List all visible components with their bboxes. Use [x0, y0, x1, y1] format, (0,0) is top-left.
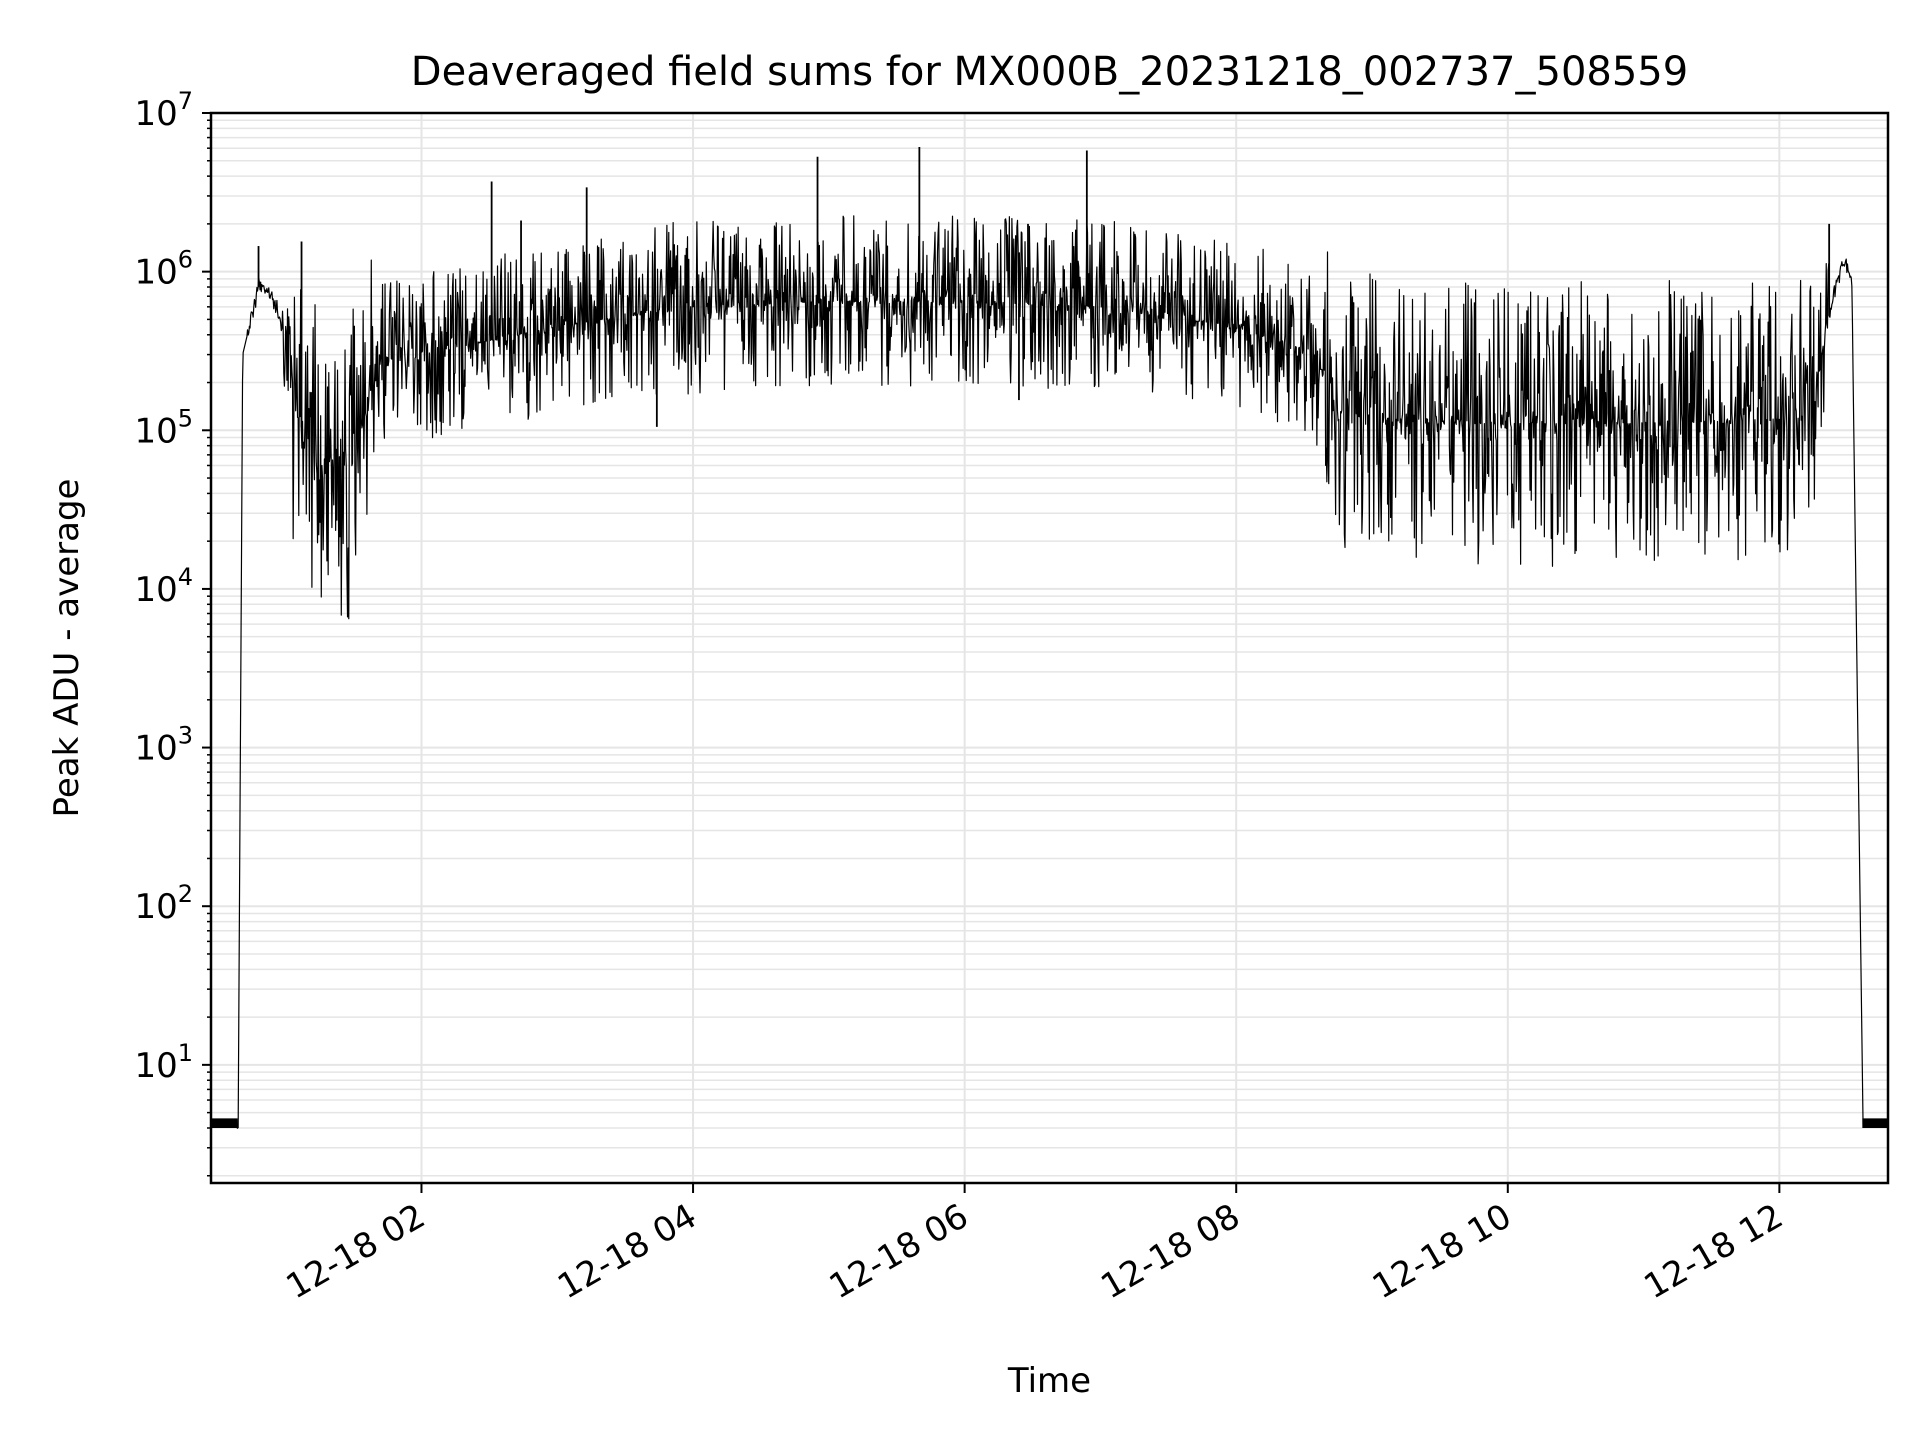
- y-tick-exponent: 1: [178, 1039, 193, 1067]
- y-tick-exponent: 5: [178, 404, 193, 432]
- y-tick-exponent: 4: [178, 563, 193, 591]
- y-tick-exponent: 2: [178, 880, 193, 908]
- y-tick-exponent: 7: [178, 87, 193, 115]
- series-pedestal-start: [210, 1118, 239, 1129]
- series-path: [237, 215, 1864, 1128]
- series-pedestal-end: [1862, 1118, 1889, 1129]
- series-line: [210, 147, 1889, 1129]
- y-tick-label: 102: [134, 880, 193, 927]
- y-axis-label: Peak ADU - average: [47, 479, 87, 818]
- y-tick-label: 104: [134, 563, 193, 610]
- x-axis-label: Time: [1007, 1361, 1091, 1401]
- y-tick-exponent: 3: [178, 722, 193, 750]
- plot-frame: [209, 111, 1890, 1185]
- chart-title: Deaveraged field sums for MX000B_2023121…: [411, 49, 1688, 95]
- y-tick-label: 105: [134, 404, 193, 451]
- y-tick-exponent: 6: [178, 246, 193, 274]
